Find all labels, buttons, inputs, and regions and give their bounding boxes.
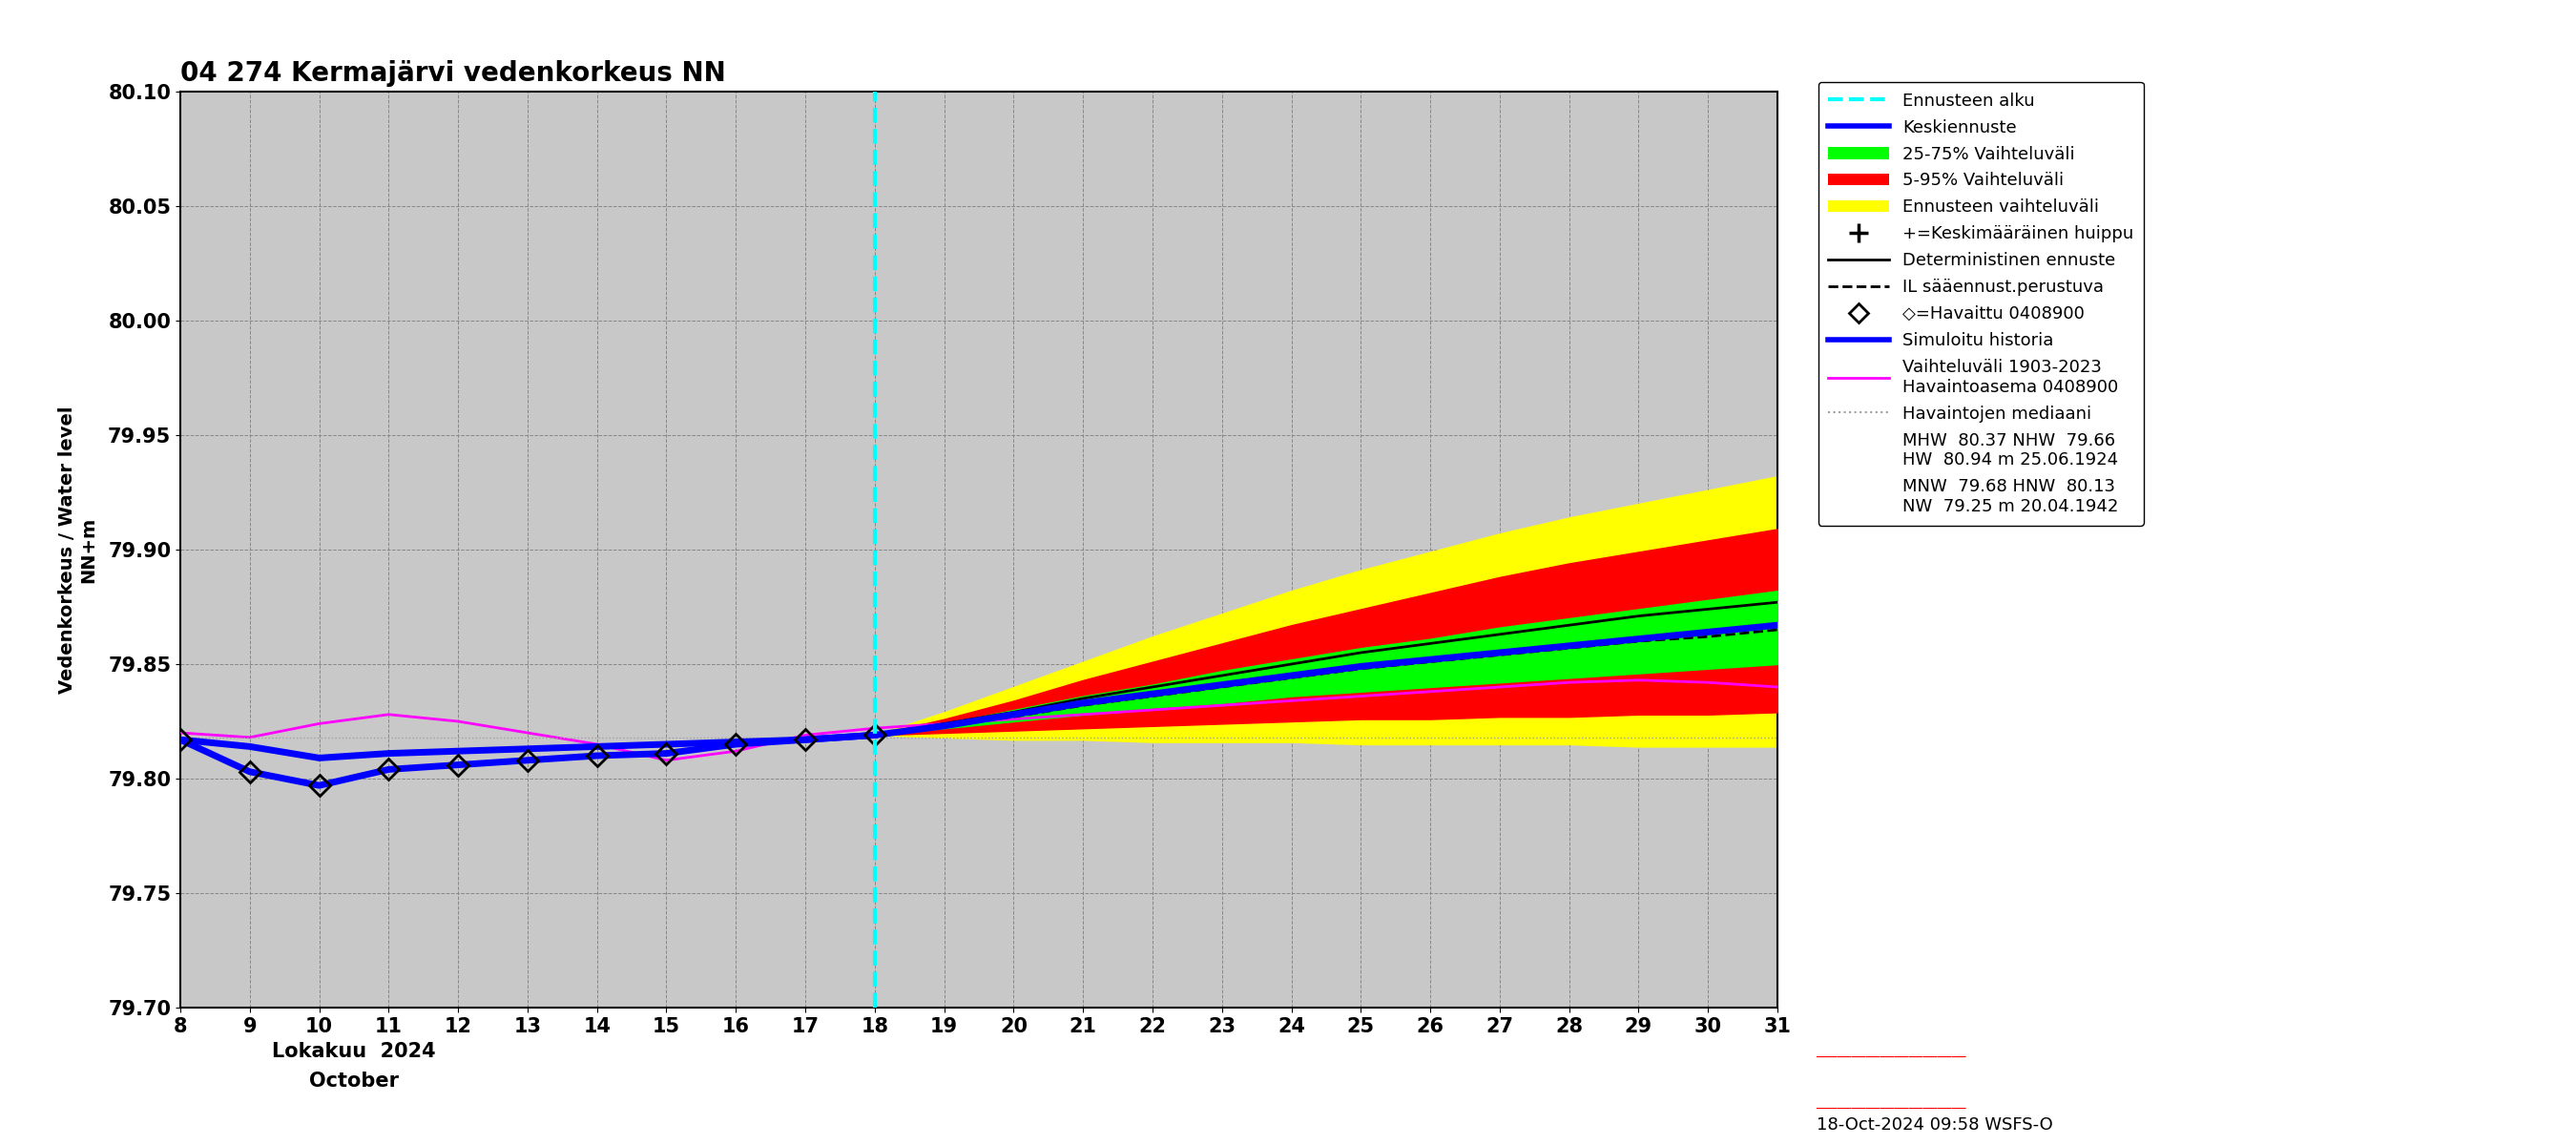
Text: Lokakuu  2024: Lokakuu 2024 (273, 1042, 435, 1061)
Text: ─────────────────────: ───────────────────── (1816, 1104, 1965, 1115)
Text: 18-Oct-2024 09:58 WSFS-O: 18-Oct-2024 09:58 WSFS-O (1816, 1116, 2053, 1134)
Legend: Ennusteen alku, Keskiennuste, 25-75% Vaihteluväli, 5-95% Vaihteluväli, Ennusteen: Ennusteen alku, Keskiennuste, 25-75% Vai… (1819, 82, 2143, 526)
Y-axis label: Vedenkorkeus / Water level
NN+m: Vedenkorkeus / Water level NN+m (59, 405, 98, 694)
Text: ─────────────────────: ───────────────────── (1816, 1052, 1965, 1065)
Text: October: October (309, 1072, 399, 1091)
Text: 04 274 Kermajärvi vedenkorkeus NN: 04 274 Kermajärvi vedenkorkeus NN (180, 60, 726, 87)
